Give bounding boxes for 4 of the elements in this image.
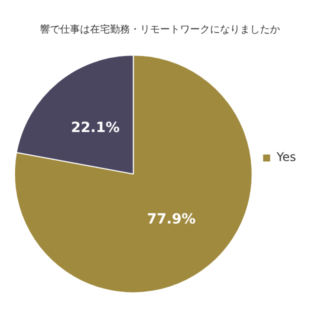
chart-title: 響で仕事は在宅勤務・リモートワークになりましたか (40, 24, 280, 36)
data-label: 22.1% (71, 120, 120, 136)
legend-label: Yes (276, 150, 296, 164)
data-label: 77.9% (147, 211, 196, 228)
